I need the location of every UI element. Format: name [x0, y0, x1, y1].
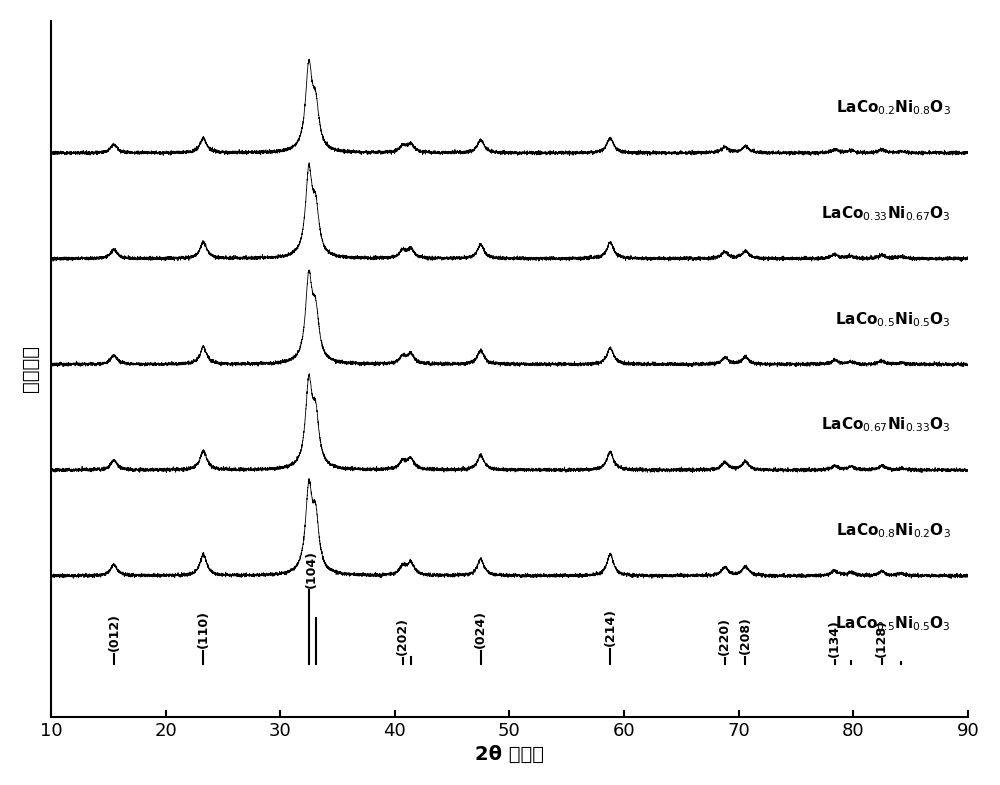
Text: (012): (012) — [107, 613, 120, 652]
X-axis label: 2θ （度）: 2θ （度） — [475, 745, 544, 764]
Text: (220): (220) — [718, 617, 731, 655]
Text: LaCo$_{0.67}$Ni$_{0.33}$O$_3$: LaCo$_{0.67}$Ni$_{0.33}$O$_3$ — [821, 415, 951, 434]
Text: LaCo$_{0.2}$Ni$_{0.8}$O$_3$: LaCo$_{0.2}$Ni$_{0.8}$O$_3$ — [836, 98, 951, 117]
Text: (202): (202) — [396, 617, 409, 655]
Text: (208): (208) — [739, 615, 752, 654]
Text: LaCo$_{0.5}$Ni$_{0.5}$O$_3$: LaCo$_{0.5}$Ni$_{0.5}$O$_3$ — [835, 614, 951, 633]
Text: (214): (214) — [604, 608, 617, 646]
Text: LaCo$_{0.8}$Ni$_{0.2}$O$_3$: LaCo$_{0.8}$Ni$_{0.2}$O$_3$ — [836, 521, 951, 540]
Text: (024): (024) — [474, 610, 487, 648]
Text: LaCo$_{0.5}$Ni$_{0.5}$O$_3$: LaCo$_{0.5}$Ni$_{0.5}$O$_3$ — [835, 310, 951, 328]
Text: (110): (110) — [197, 610, 210, 648]
Y-axis label: 衡射强度: 衡射强度 — [21, 345, 40, 392]
Text: (128): (128) — [875, 619, 888, 656]
Text: (134): (134) — [828, 619, 841, 657]
Text: (104): (104) — [305, 550, 318, 587]
Text: LaCo$_{0.33}$Ni$_{0.67}$O$_3$: LaCo$_{0.33}$Ni$_{0.67}$O$_3$ — [821, 204, 951, 223]
